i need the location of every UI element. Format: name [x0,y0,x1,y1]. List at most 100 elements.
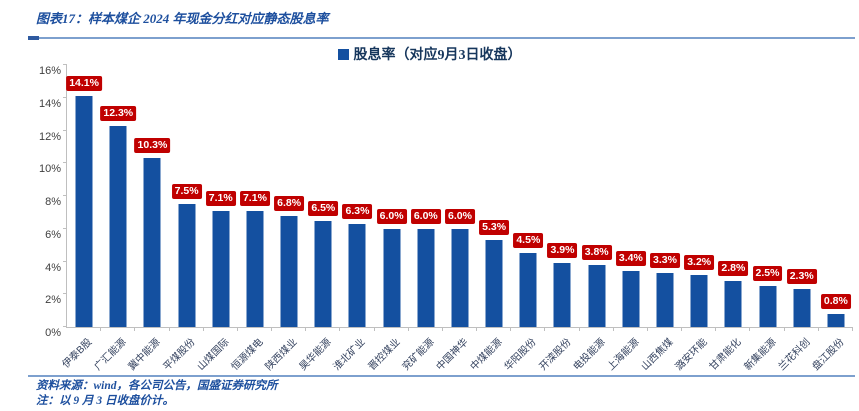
x-axis-label: 兰花科创 [776,336,813,373]
x-axis-label: 上海能源 [605,336,642,373]
bar [314,220,332,327]
x-axis-label: 山煤国际 [195,336,232,373]
bar-value-label: 3.8% [581,244,612,260]
price-note: 注：以 9 月 3 日收盘价计。 [36,395,174,407]
bar-slot: 2.3% 兰花科创 [776,65,819,373]
bar-slot: 14.1% 伊泰B股 [61,65,102,371]
y-tick-mark [63,64,67,65]
bar [178,204,196,327]
y-tick-label: 16% [38,65,61,77]
x-axis-label: 电投能源 [571,336,608,373]
bar-value-label: 6.5% [308,200,339,216]
bar-value-label: 7.1% [205,190,236,206]
bar [143,158,161,327]
bar-value-label: 0.8% [820,293,851,309]
plot-area: 0% 2% 4% 6% 8% 10% 12% 14% 16% 14.1% 伊泰B股 12.3% 广汇能… [39,64,854,373]
y-tick-label: 8% [45,196,61,208]
bar [383,228,401,327]
bar-slot: 10.3% 冀中能源 [127,65,171,373]
x-axis-label: 潞安环能 [673,336,710,373]
y-tick-label: 0% [45,327,61,339]
bar-slot: 7.1% 恒源煤电 [229,65,273,373]
y-tick-mark [63,227,67,229]
bar [451,228,469,327]
x-axis-label: 中煤能源 [468,336,505,373]
bar-slot: 5.3% 中煤能源 [469,65,512,373]
y-tick-mark [63,260,67,262]
bar [348,223,366,327]
bar [588,264,606,327]
bar [212,210,230,327]
bar-value-label: 3.4% [615,251,646,267]
bar-slot: 12.3% 广汇能源 [93,65,137,373]
x-axis-label: 中国神华 [434,336,471,373]
x-axis-label: 平煤股份 [161,336,198,373]
bar [724,281,742,327]
y-tick-label: 4% [45,261,61,274]
bar-value-label: 2.3% [786,269,817,285]
legend-label: 股息率（对应9月3日收盘） [353,48,522,63]
y-tick-mark [63,293,67,295]
x-axis-label: 晋控煤业 [366,336,403,373]
bar-slot: 7.5% 平煤股份 [161,65,204,373]
y-tick-label: 2% [45,294,61,307]
x-axis-label: 恒源煤电 [229,336,266,373]
bar-slot: 6.8% 陕西煤业 [264,65,307,373]
bar-slot: 6.5% 昊华能源 [298,65,341,373]
x-axis-label: 兖矿能源 [400,336,437,373]
bar-slot: 0.8% 盘江股份 [810,65,854,373]
legend-swatch-icon [337,49,349,60]
x-axis-label: 新集能源 [742,336,779,373]
bar [485,240,503,327]
footer-notes: 资料来源：wind，各公司公告，国盛证券研究所 注：以 9 月 3 日收盘价计。 [36,379,278,409]
bar-slot: 6.0% 晋控煤业 [366,65,409,373]
bar [793,289,811,327]
y-tick-mark [63,195,67,196]
title-divider [28,36,855,40]
x-axis-label: 山西焦煤 [639,336,676,373]
y-tick-label: 14% [38,97,61,110]
x-axis-label: 陕西煤业 [263,336,300,373]
bar-value-label: 6.0% [410,208,441,224]
bar [280,215,298,327]
bar-value-label: 10.3% [134,138,171,154]
bar [75,96,93,327]
bar [622,271,640,327]
chart-title: 图表17：样本煤企 2024 年现金分红对应静态股息率 [36,11,329,26]
bar-slot: 6.0% 兖矿能源 [400,65,444,373]
y-tick-label: 6% [45,228,61,241]
x-axis-label: 盘江股份 [810,336,847,373]
bar-value-label: 14.1% [66,76,102,92]
bar [246,210,264,327]
bar-value-label: 5.3% [479,220,510,236]
bar [519,253,537,327]
bar-series: 14.1% 伊泰B股 12.3% 广汇能源 10.3% 冀中能源 7.5% 平煤股份 7.1% 山… [61,65,854,373]
bar-slot: 6.3% 淮北矿业 [332,65,375,373]
bar-slot: 3.2% 潞安环能 [674,65,717,373]
x-axis-label: 冀中能源 [126,336,164,373]
bar-slot: 6.0% 中国神华 [435,65,478,373]
source-note: 资料来源：wind，各公司公告，国盛证券研究所 [36,380,278,392]
bar-value-label: 3.2% [684,254,715,270]
y-tick-label: 10% [38,163,61,176]
footer-divider [28,375,855,377]
bar-slot: 3.3% 山西焦煤 [640,65,683,373]
x-axis-label: 华阳股份 [502,336,539,373]
bar [827,313,845,327]
bar-value-label: 12.3% [100,105,137,121]
bar-value-label: 7.5% [171,184,202,200]
bar-slot: 3.9% 开滦股份 [537,65,580,373]
bar-value-label: 2.8% [718,261,749,277]
y-tick-mark [63,326,67,327]
x-axis-label: 昊华能源 [297,336,334,373]
bar [417,228,435,327]
x-axis-label: 伊泰B股 [60,336,95,371]
bar-slot: 2.8% 甘肃能化 [708,65,751,373]
x-axis-label: 开滦股份 [537,336,574,373]
bar [690,274,708,327]
bar-value-label: 6.3% [342,203,373,219]
x-axis-label: 广汇能源 [92,336,129,373]
bar [656,272,674,327]
bar-slot: 7.1% 山煤国际 [195,65,239,373]
bar-value-label: 3.3% [650,252,680,268]
